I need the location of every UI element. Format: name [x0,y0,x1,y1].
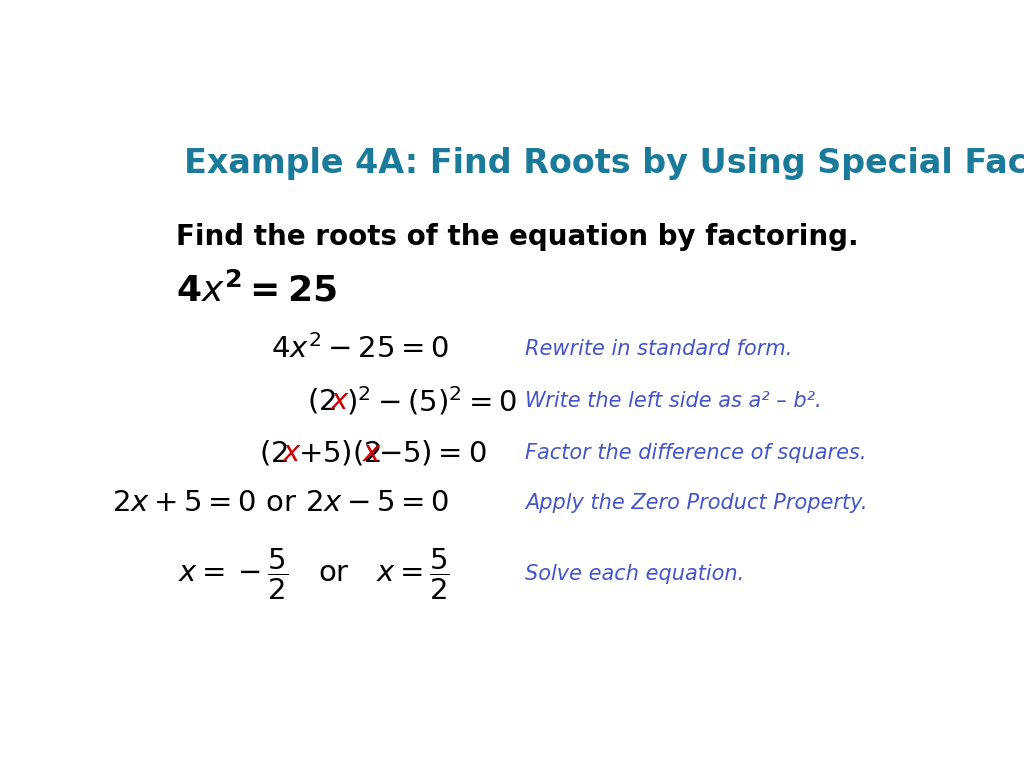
Text: $x = -\dfrac{5}{2} \quad \mathrm{or} \quad x = \dfrac{5}{2}$: $x = -\dfrac{5}{2} \quad \mathrm{or} \qu… [178,547,450,601]
Text: Solve each equation.: Solve each equation. [524,564,744,584]
Text: $)^2 - (5)^2 = 0$: $)^2 - (5)^2 = 0$ [346,385,516,417]
Text: $x$: $x$ [362,439,382,467]
Text: Rewrite in standard form.: Rewrite in standard form. [524,339,793,359]
Text: Write the left side as a² – b².: Write the left side as a² – b². [524,391,821,411]
Text: $x$: $x$ [282,439,302,467]
Text: $\mathbf{4\mathit{x}^2 = 25}$: $\mathbf{4\mathit{x}^2 = 25}$ [176,272,337,309]
Text: $ + 5)(2$: $ + 5)(2$ [298,439,381,468]
Text: $ - 5) = 0$: $ - 5) = 0$ [378,439,486,468]
Text: Factor the difference of squares.: Factor the difference of squares. [524,443,866,463]
Text: Find the roots of the equation by factoring.: Find the roots of the equation by factor… [176,223,858,251]
Text: Apply the Zero Product Property.: Apply the Zero Product Property. [524,493,867,513]
Text: $2x + 5 = 0\ \mathrm{or}\ 2x - 5 = 0$: $2x + 5 = 0\ \mathrm{or}\ 2x - 5 = 0$ [112,489,450,517]
Text: $(2$: $(2$ [307,386,337,415]
Text: $4x^2 - 25 = 0$: $4x^2 - 25 = 0$ [271,334,450,364]
Text: $x$: $x$ [330,387,350,415]
Text: $(2$: $(2$ [259,439,289,468]
Text: Example 4A: Find Roots by Using Special Factors: Example 4A: Find Roots by Using Special … [183,147,1024,180]
